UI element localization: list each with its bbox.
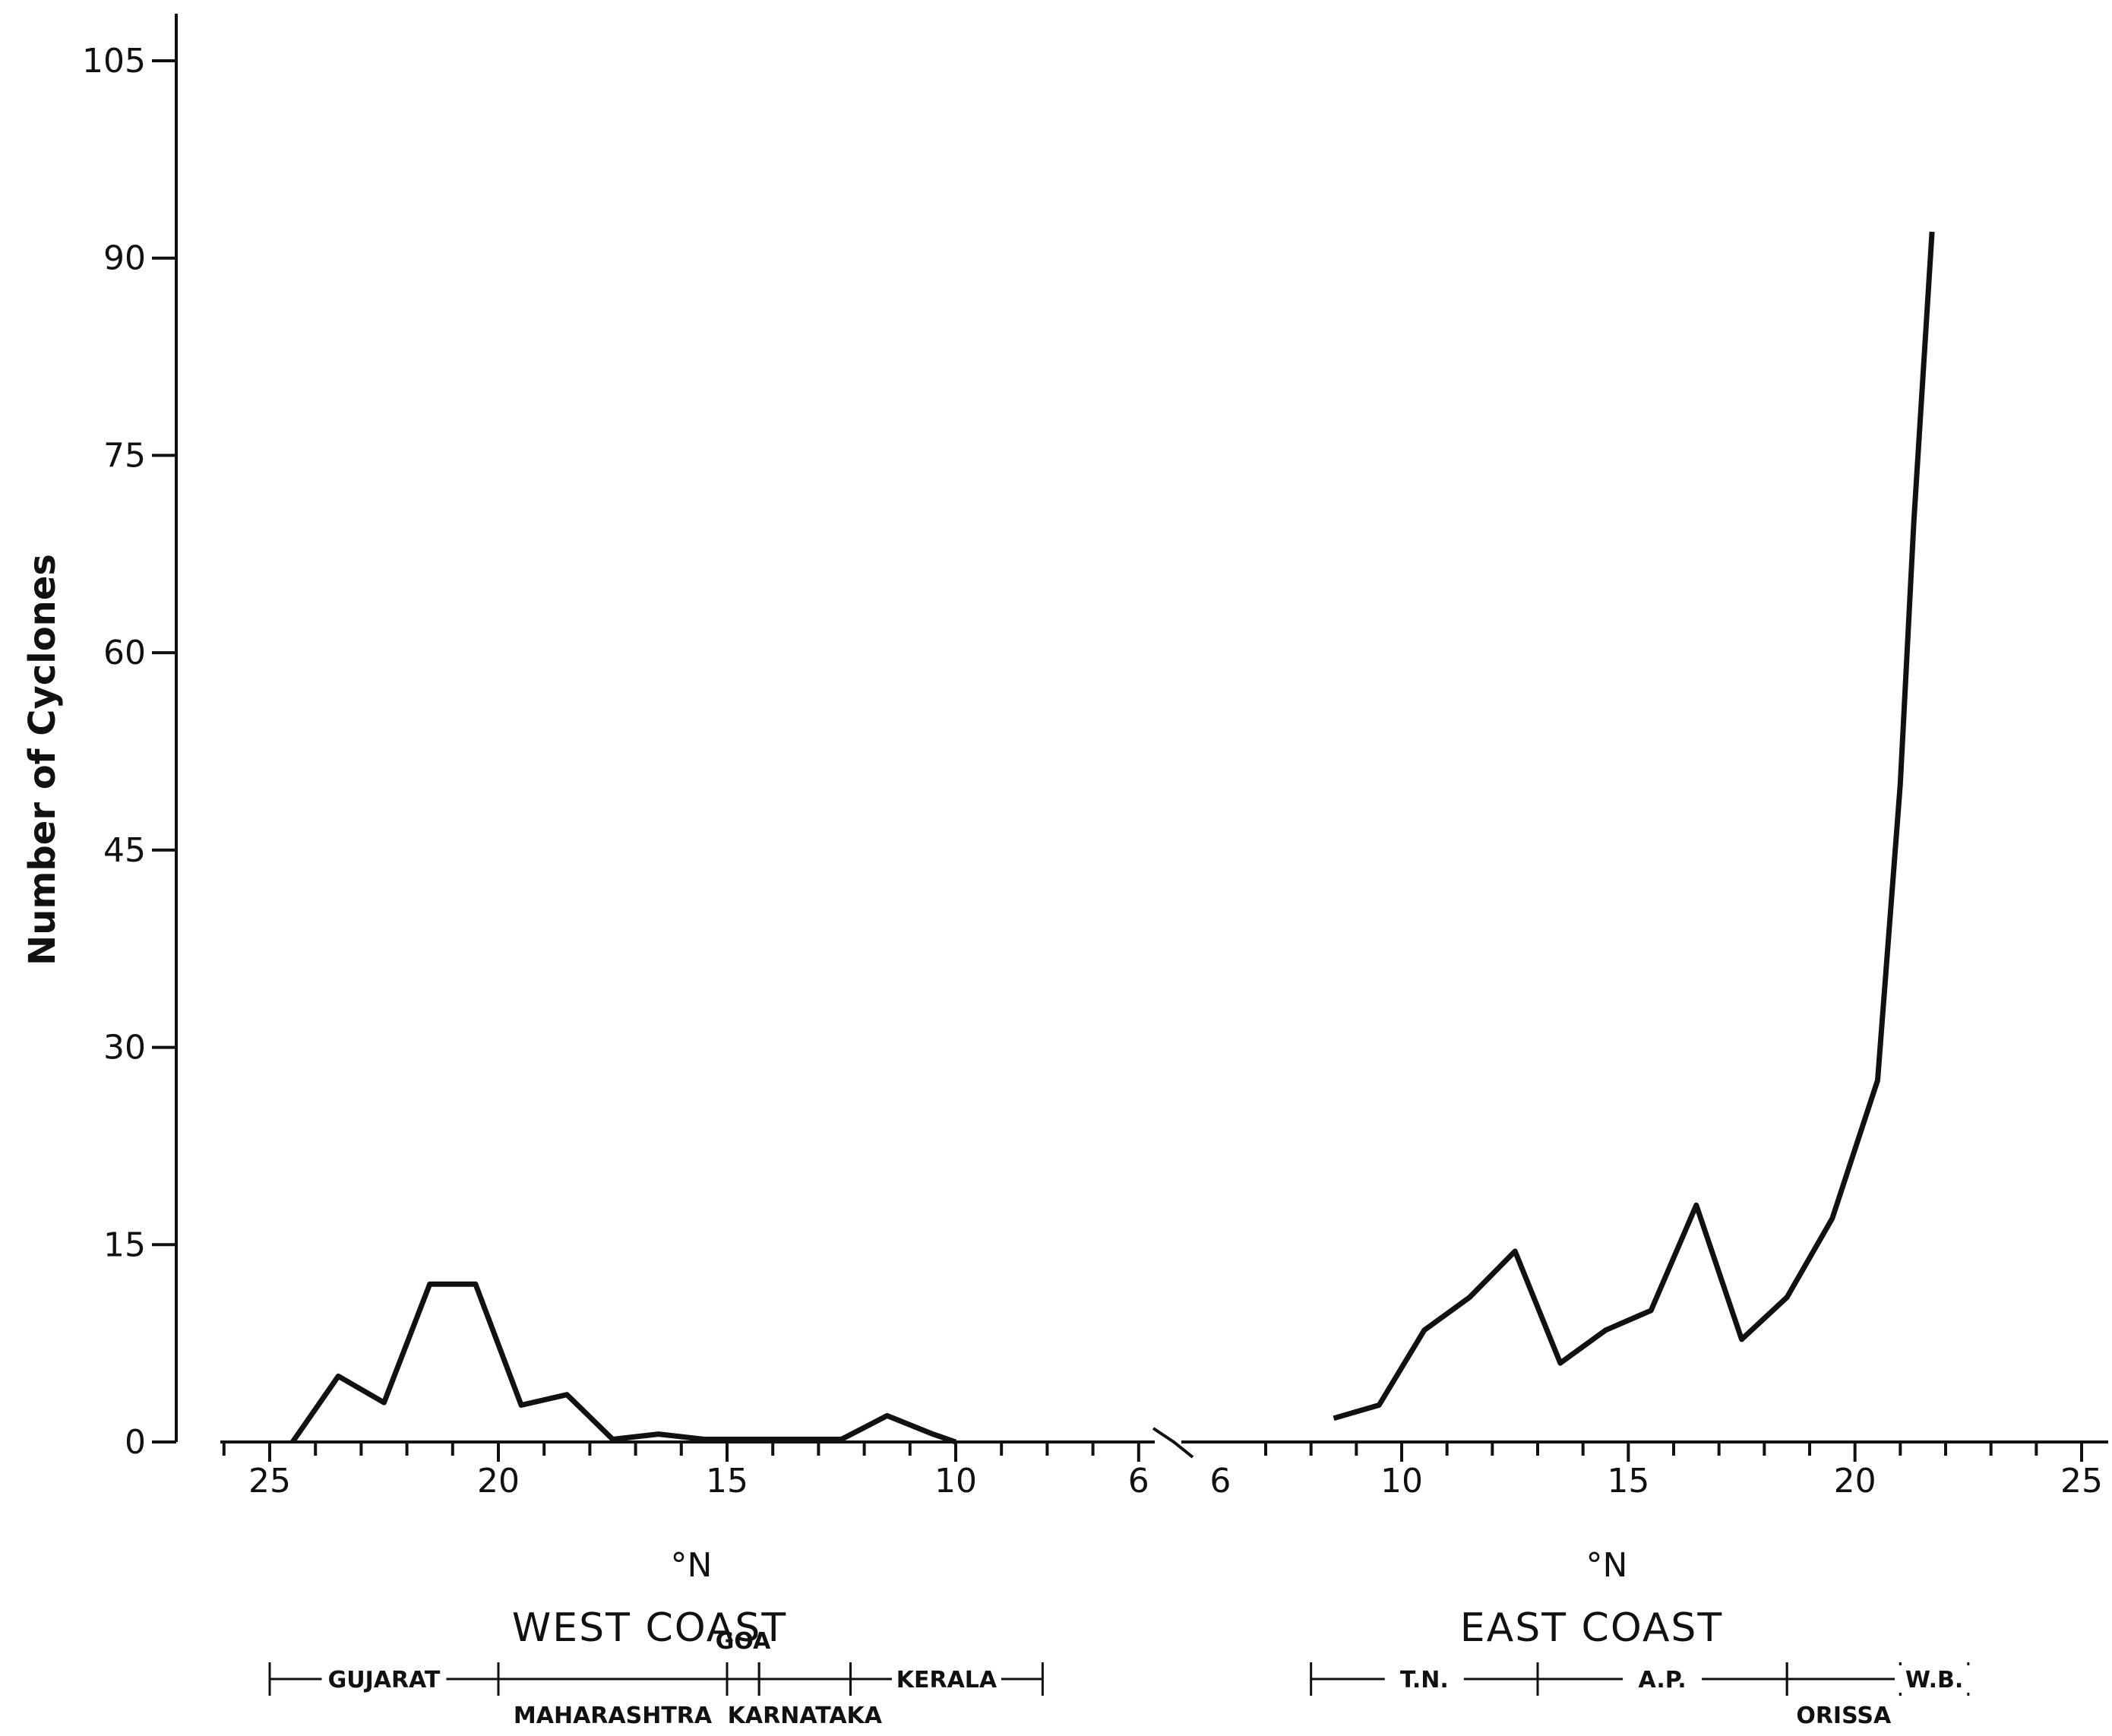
state-label: W.B. xyxy=(1905,1667,1963,1693)
state-label: KARNATAKA xyxy=(728,1703,883,1729)
east-coast-label: EAST COAST xyxy=(1460,1605,1723,1651)
state-label: A.P. xyxy=(1639,1667,1687,1693)
x-tick-label: 10 xyxy=(934,1462,977,1500)
east-coast-series-line xyxy=(1333,231,1935,1421)
state-label: T.N. xyxy=(1400,1667,1449,1693)
x-tick-label: 6 xyxy=(1209,1462,1231,1500)
x-tick-label: 20 xyxy=(477,1462,520,1500)
west-coast-series-line xyxy=(290,1281,957,1445)
east-x-unit-label: °N xyxy=(1586,1546,1628,1585)
state-label-gap xyxy=(1623,1665,1703,1693)
y-tick-label: 105 xyxy=(82,42,146,81)
y-tick-label: 45 xyxy=(103,831,146,870)
state-label: ORISSA xyxy=(1796,1703,1892,1729)
state-label-gap xyxy=(1895,1665,1974,1693)
state-label: KERALA xyxy=(896,1667,998,1693)
y-axis-label: Number of Cyclones xyxy=(21,554,64,966)
axis-break-marker xyxy=(1152,1427,1194,1459)
y-tick-label: 75 xyxy=(103,436,146,475)
x-tick-label: 25 xyxy=(248,1462,291,1500)
series-lines xyxy=(290,231,1935,1445)
x-tick-label: 15 xyxy=(1607,1462,1649,1500)
y-tick-label: 90 xyxy=(103,239,146,278)
x-tick-label: 15 xyxy=(706,1462,748,1500)
axes: 0 15 30 45 60 75 90 105 25 20 15 10 6 6 10 15 20 25 xyxy=(82,14,2108,1500)
state-label: GUJARAT xyxy=(328,1667,441,1693)
x-tick-label: 6 xyxy=(1128,1462,1149,1500)
state-label-gap xyxy=(891,1665,1001,1693)
x-tick-label: 20 xyxy=(1834,1462,1876,1500)
state-label: MAHARASHTRA xyxy=(514,1703,713,1729)
west-coast-label: WEST COAST xyxy=(512,1605,787,1651)
west-x-unit-label: °N xyxy=(671,1546,713,1585)
y-tick-label: 0 xyxy=(125,1423,146,1462)
y-tick-label: 30 xyxy=(103,1029,146,1067)
state-label-gap xyxy=(1384,1665,1464,1693)
state-ranges: GUJARAT MAHARASHTRA GOA KARNATAKA KERALA T.N.… xyxy=(268,1628,1974,1729)
state-label: GOA xyxy=(716,1628,771,1655)
x-tick-label: 10 xyxy=(1380,1462,1423,1500)
y-tick-label: 60 xyxy=(103,634,146,672)
x-tick-label: 25 xyxy=(2060,1462,2103,1500)
y-tick-label: 15 xyxy=(103,1225,146,1264)
chart-labels: Number of Cyclones °N WEST COAST °N EAST… xyxy=(21,554,1723,1651)
state-label-gap xyxy=(321,1665,447,1693)
